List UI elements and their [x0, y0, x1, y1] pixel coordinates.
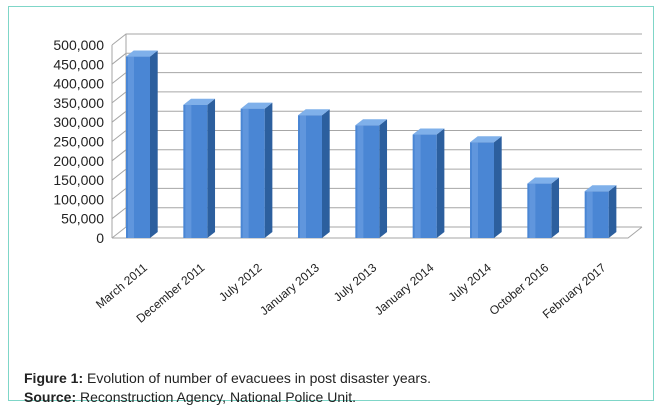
bar: [470, 136, 502, 238]
bar-side: [264, 102, 273, 238]
y-tick-label: 400,000: [53, 76, 104, 92]
gridline: [111, 33, 642, 46]
y-tick-label: 250,000: [53, 134, 104, 150]
x-tick-label: March 2011: [93, 260, 150, 311]
bar-side: [379, 119, 388, 238]
gridline: [111, 52, 642, 65]
bar-highlight: [128, 56, 134, 238]
source-line: Source: Reconstruction Agency, National …: [24, 388, 431, 407]
bar-top: [412, 128, 445, 135]
y-tick-label: 300,000: [53, 114, 104, 130]
source-label: Source:: [24, 389, 77, 405]
bar-side: [150, 50, 158, 238]
figure-label: Figure 1:: [24, 370, 84, 386]
y-tick-label: 450,000: [53, 56, 104, 72]
y-tick-label: 100,000: [53, 191, 104, 207]
x-tick-label: January 2014: [372, 260, 437, 318]
source-text: Reconstruction Agency, National Police U…: [76, 389, 357, 405]
bar: [298, 109, 330, 239]
y-tick-label: 150,000: [53, 172, 104, 188]
bar-highlight: [586, 191, 593, 238]
y-tick-label: 0: [96, 230, 104, 246]
bar-side: [436, 128, 445, 238]
x-tick-label: July 2012: [216, 260, 265, 304]
bar-chart: 0 50,000 100,000 150,000 200,000 250,000 300,0…: [53, 33, 643, 326]
bar: [355, 119, 388, 238]
y-tick-label: 500,000: [53, 37, 104, 53]
bar-highlight: [242, 108, 249, 238]
bar: [412, 128, 445, 238]
bar-highlight: [357, 125, 364, 238]
bar-highlight: [185, 104, 192, 238]
gridline: [111, 72, 642, 84]
figure-frame: 0 50,000 100,000 150,000 200,000 250,000 300,0…: [8, 6, 654, 405]
bar-top: [298, 109, 330, 116]
bars: [126, 50, 617, 239]
y-tick-label: 50,000: [61, 211, 104, 227]
bar: [527, 177, 560, 238]
bar-side: [207, 98, 216, 238]
y-tick-label: 200,000: [53, 153, 104, 169]
bar: [240, 102, 273, 238]
bar: [183, 98, 216, 238]
figure-text: Evolution of number of evacuees in post …: [83, 370, 431, 386]
bar-top: [470, 136, 502, 143]
floor-line: [112, 226, 643, 239]
x-tick-label: February 2017: [540, 260, 609, 321]
bar-side: [608, 185, 617, 238]
bar-top: [584, 185, 617, 192]
bar-side: [322, 109, 330, 239]
bar-top: [183, 98, 216, 105]
bar: [126, 50, 158, 238]
figure-caption: Figure 1: Evolution of number of evacuee…: [24, 369, 431, 407]
bar-side: [494, 136, 502, 238]
bar-top: [527, 177, 560, 184]
bar-side: [551, 177, 560, 238]
bar-top: [240, 102, 273, 109]
figure-caption-line: Figure 1: Evolution of number of evacuee…: [24, 369, 431, 388]
x-tick-label: July 2013: [331, 260, 380, 304]
x-tick-label: July 2014: [446, 260, 495, 304]
x-tick-label: January 2013: [257, 260, 322, 318]
bar-highlight: [472, 142, 478, 238]
y-tick-label: 350,000: [53, 95, 104, 111]
bar-highlight: [300, 115, 306, 238]
y-axis-ticks: 0 50,000 100,000 150,000 200,000 250,000 300,0…: [53, 37, 104, 246]
bar-highlight: [529, 183, 536, 238]
bar: [584, 185, 617, 238]
bar-top: [126, 50, 158, 57]
bar-highlight: [414, 134, 421, 238]
bar-top: [355, 119, 388, 126]
